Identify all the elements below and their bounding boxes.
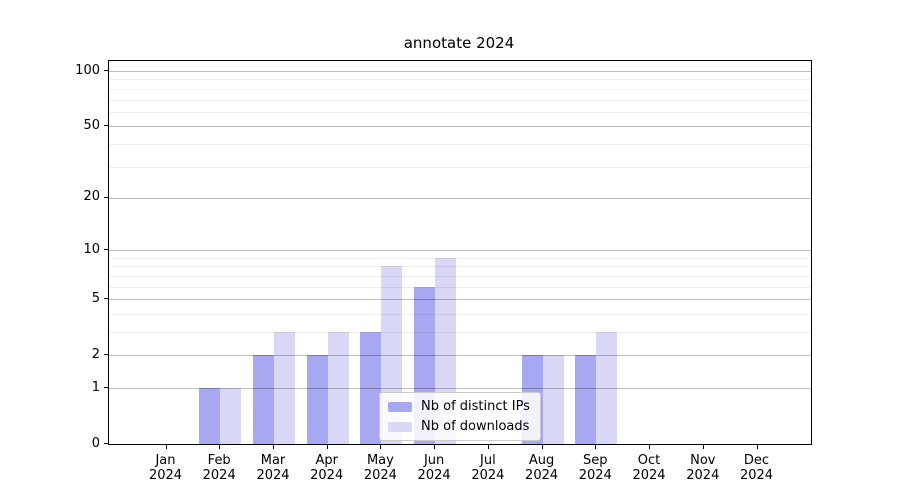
x-tick-mark-jan (165, 444, 167, 449)
y-tick-mark-1 (104, 387, 108, 388)
x-tick-mark-dec (756, 444, 758, 449)
chart-title: annotate 2024 (403, 34, 515, 52)
x-tick-mark-jul (487, 444, 489, 449)
bar-feb-downloads (220, 388, 242, 444)
y-tick-label-10: 10 (83, 241, 100, 257)
legend-swatch-downloads-icon (388, 421, 412, 432)
x-tick-label-feb: Feb 2024 (202, 453, 236, 483)
x-tick-label-jun: Jun 2024 (417, 453, 451, 483)
bar-aug-downloads (542, 355, 564, 444)
x-tick-mark-mar (273, 444, 274, 449)
bar-sep-downloads (596, 332, 618, 444)
x-tick-label-dec: Dec 2024 (739, 453, 774, 483)
x-tick-label-jan: Jan 2024 (148, 453, 183, 483)
x-tick-mark-oct (649, 444, 650, 449)
x-tick-mark-aug (541, 444, 543, 449)
y-tick-label-50: 50 (83, 117, 100, 133)
x-tick-label-may: May 2024 (363, 453, 397, 483)
x-tick-label-nov: Nov 2024 (686, 453, 720, 483)
bar-feb-distinct-ips (199, 388, 221, 444)
legend: Nb of distinct IPs Nb of downloads (379, 392, 541, 441)
legend-swatch-distinct-ips-icon (388, 401, 412, 412)
y-tick-label-100: 100 (75, 62, 100, 78)
bar-sep-distinct-ips (575, 355, 597, 444)
x-tick-label-sep: Sep 2024 (578, 453, 612, 483)
y-tick-mark-5 (104, 298, 108, 300)
y-tick-label-20: 20 (83, 189, 100, 205)
y-tick-mark-50 (104, 125, 108, 127)
x-tick-mark-jun (434, 444, 436, 449)
y-tick-mark-2 (104, 354, 108, 356)
y-tick-label-0: 0 (91, 435, 100, 451)
bar-apr-downloads (327, 332, 349, 444)
x-tick-mark-feb (219, 444, 221, 449)
x-tick-label-oct: Oct 2024 (632, 453, 666, 483)
y-tick-label-2: 2 (91, 346, 100, 362)
y-tick-label-1: 1 (91, 379, 100, 395)
x-tick-label-mar: Mar 2024 (256, 453, 290, 483)
legend-label-downloads: Nb of downloads (421, 419, 530, 434)
x-tick-label-aug: Aug 2024 (525, 453, 559, 483)
y-tick-mark-20 (104, 196, 108, 198)
x-tick-mark-may (380, 444, 382, 449)
x-tick-label-apr: Apr 2024 (310, 453, 344, 483)
y-tick-mark-0 (104, 443, 108, 444)
legend-row-downloads: Nb of downloads (388, 419, 530, 434)
y-tick-label-5: 5 (91, 290, 100, 306)
y-tick-mark-100 (104, 70, 108, 71)
y-tick-mark-10 (104, 249, 108, 251)
bar-mar-distinct-ips (253, 355, 274, 444)
bar-mar-downloads (274, 332, 295, 444)
bar-apr-distinct-ips (306, 355, 328, 444)
legend-label-distinct-ips: Nb of distinct IPs (421, 399, 530, 414)
x-tick-mark-apr (326, 444, 328, 449)
plot-area: Nb of distinct IPs Nb of downloads (108, 60, 812, 445)
legend-row-distinct-ips: Nb of distinct IPs (388, 399, 530, 414)
x-tick-mark-sep (595, 444, 597, 449)
bars-layer (109, 61, 811, 444)
bar-may-distinct-ips (360, 332, 382, 444)
x-tick-label-jul: Jul 2024 (471, 453, 505, 483)
x-tick-mark-nov (702, 444, 704, 449)
